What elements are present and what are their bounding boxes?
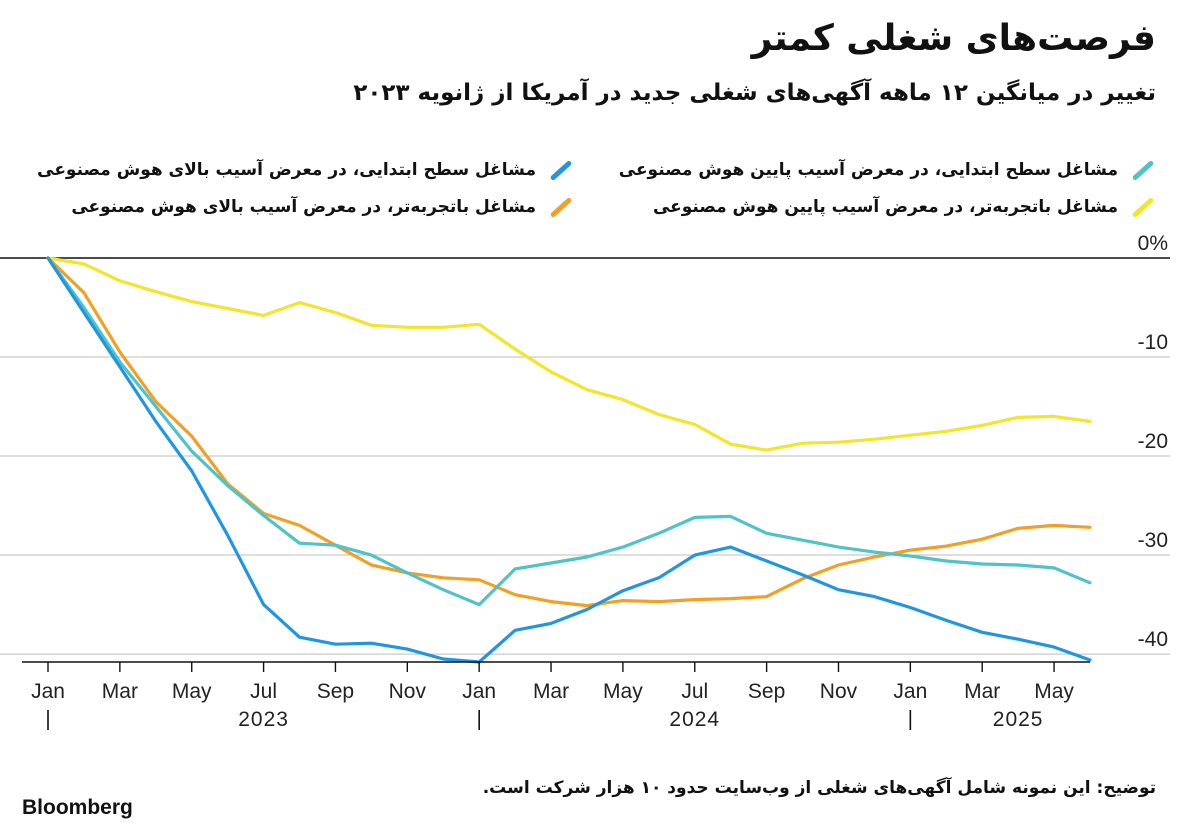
series-line-entry_high [46,256,1092,664]
series-line-exp_high [46,256,1092,608]
x-tick-label-1: Mar [102,680,138,703]
footnote: توضیح: این نمونه شامل آگهی‌های شغلی از و… [482,778,1156,798]
legend-exp-low-ai: مشاغل باتجربه‌تر، در معرض آسیب پایین هوش… [652,196,1156,218]
legend-label-exp-low: مشاغل باتجربه‌تر، در معرض آسیب پایین هوش… [652,197,1118,217]
series-lines [46,256,1092,664]
x-tick-label-0: Jan [31,680,65,703]
legend-entry-low-ai: مشاغل سطح ابتدایی، در معرض آسیب پایین هو… [618,159,1156,181]
x-tick-label-14: May [1034,680,1074,703]
x-tick-label-4: Sep [317,680,354,703]
series-line-entry_low [46,256,1092,607]
gridlines [0,257,1170,655]
chart-subtitle: تغییر در میانگین ۱۲ ماهه آگهی‌های شغلی ج… [353,80,1156,106]
x-tick-label-9: Jul [681,680,708,703]
legend-label-entry-low: مشاغل سطح ابتدایی، در معرض آسیب پایین هو… [618,160,1118,180]
legend-exp-high-ai: مشاغل باتجربه‌تر، در معرض آسیب بالای هوش… [71,196,574,218]
x-tick-label-13: Mar [964,680,1000,703]
year-label-0: 2023 [238,708,289,731]
y-tick-label-0: 0% [1138,232,1168,255]
x-tick-label-11: Nov [820,680,858,703]
x-tick-label-12: Jan [893,680,927,703]
y-tick-label-1: -10 [1138,331,1168,354]
legend-entry-high-ai: مشاغل سطح ابتدایی، در معرض آسیب بالای هو… [37,159,574,181]
x-tick-label-6: Jan [462,680,496,703]
y-tick-label-3: -30 [1138,529,1168,552]
x-axis: Jan Mar May Jul Sep Nov Jan Mar May Jul Sep Nov Jan M… [22,661,1090,731]
x-tick-label-8: May [603,680,643,703]
y-axis-labels: 0% -10 -20 -30 -40 [1138,232,1168,651]
series-line-exp_low [46,256,1092,452]
x-tick-label-3: Jul [250,680,277,703]
x-tick-label-2: May [172,680,212,703]
year-label-1: 2024 [669,708,720,731]
year-label-2: 2025 [993,708,1044,731]
x-tick-label-5: Nov [389,680,427,703]
bloomberg-logo: Bloomberg [22,796,133,819]
chart-title: فرصت‌های شغلی کمتر [751,18,1156,59]
y-tick-label-4: -40 [1138,628,1168,651]
legend-label-entry-high: مشاغل سطح ابتدایی، در معرض آسیب بالای هو… [37,160,536,180]
x-tick-label-7: Mar [533,680,569,703]
y-tick-label-2: -20 [1138,430,1168,453]
legend-label-exp-high: مشاغل باتجربه‌تر، در معرض آسیب بالای هوش… [71,197,536,217]
x-tick-label-10: Sep [748,680,785,703]
